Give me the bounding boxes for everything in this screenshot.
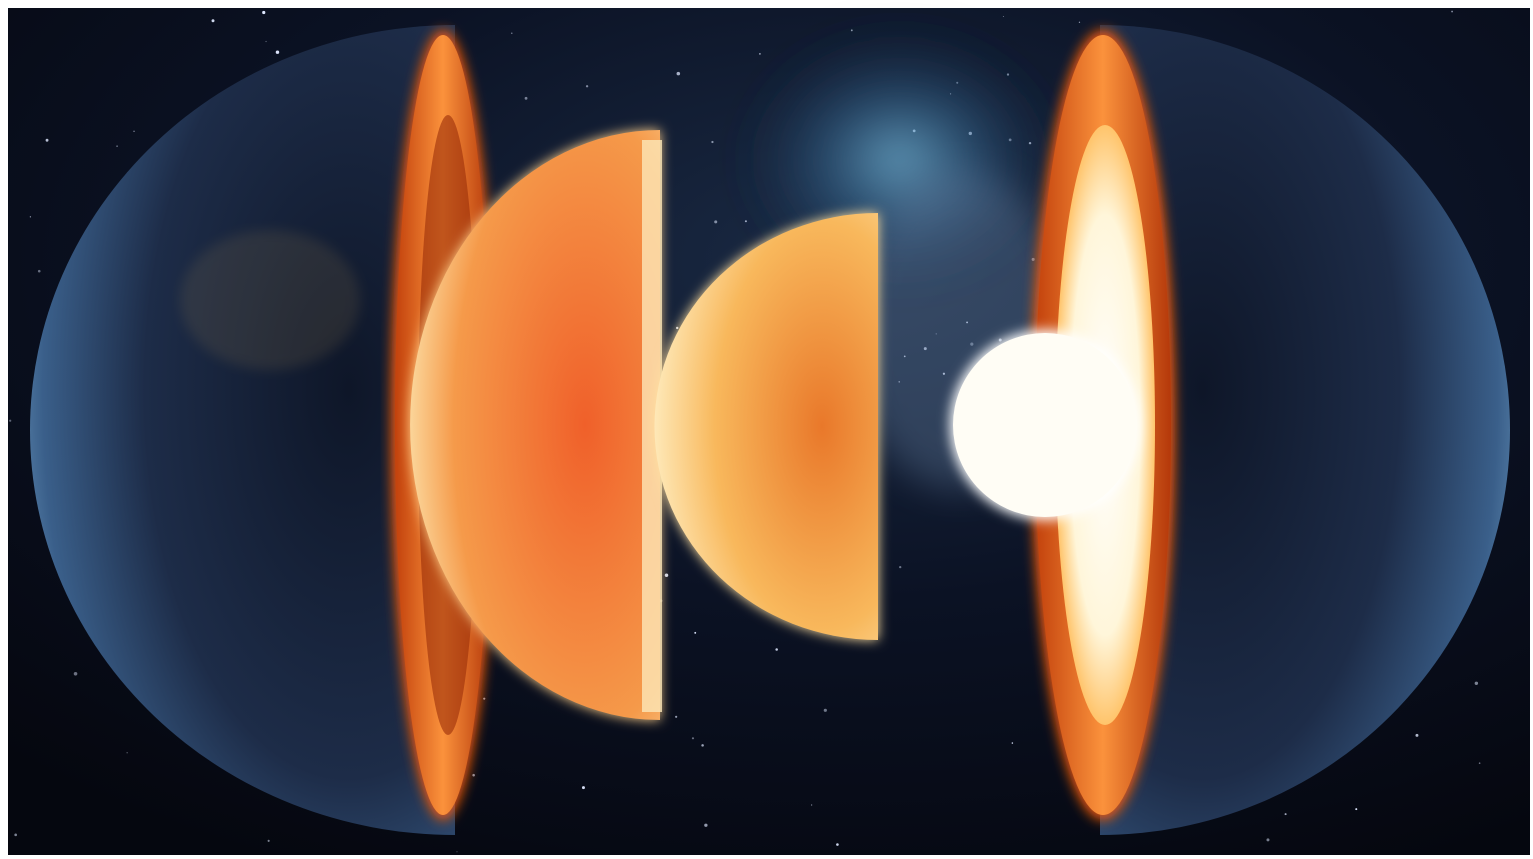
inner-core [953,333,1137,517]
star [676,71,681,76]
star [483,697,486,700]
star [1451,10,1453,13]
star [116,145,118,147]
star [1078,21,1081,23]
star [664,573,669,578]
star [1474,681,1479,686]
star [472,773,475,777]
star [585,85,589,88]
mantle [410,130,660,720]
star [1266,838,1270,842]
star [714,220,718,224]
star [524,96,528,100]
star [775,648,778,651]
star [675,715,678,718]
star [14,833,17,837]
star [1284,813,1287,816]
star [45,138,49,142]
city-lights [180,230,360,370]
star [511,32,513,34]
earth-right-half [1100,25,1510,835]
star [811,804,813,806]
star [73,672,78,676]
star [1415,733,1419,737]
star [694,631,697,634]
star [1002,15,1004,18]
star [676,326,679,330]
star [133,130,135,132]
star [711,140,714,144]
star [37,269,41,273]
mantle-edge [642,140,662,712]
star [456,851,458,853]
star [1478,762,1481,764]
star [836,843,839,846]
star [691,737,695,740]
star [1011,742,1014,744]
outer-core [654,213,878,640]
star [823,708,827,712]
earth-left-half [30,25,455,835]
star [899,566,902,569]
star [581,786,585,790]
star [275,50,280,54]
star [9,419,12,422]
star [211,19,215,23]
star [267,839,270,842]
star [704,823,708,827]
star [262,10,266,15]
star [29,216,32,218]
star [701,744,704,747]
star [265,40,267,43]
star [1355,808,1358,811]
star [126,752,128,754]
star [759,53,761,55]
star [744,220,747,223]
